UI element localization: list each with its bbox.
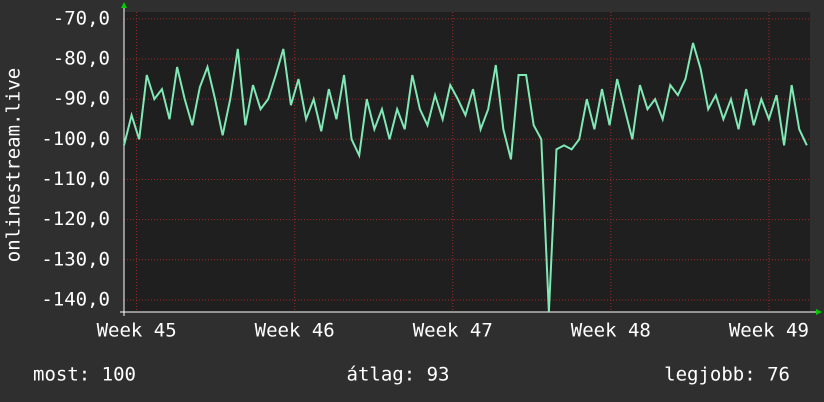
plot-area (124, 12, 810, 312)
axis-arrow (816, 309, 822, 315)
footer-current: most: 100 (33, 364, 136, 386)
x-tick-label: Week 46 (255, 320, 335, 342)
y-tick-label: -120,0 (41, 208, 110, 230)
y-tick-label: -80,0 (53, 47, 110, 69)
y-tick-label: -90,0 (53, 88, 110, 110)
y-tick-label: -100,0 (41, 128, 110, 150)
x-tick-label: Week 47 (413, 320, 493, 342)
y-tick-label: -130,0 (41, 248, 110, 270)
y-tick-label: -110,0 (41, 168, 110, 190)
footer-average: átlag: 93 (347, 364, 450, 386)
x-tick-label: Week 49 (729, 320, 809, 342)
x-tick-label: Week 48 (571, 320, 651, 342)
footer-best: legjobb: 76 (664, 364, 790, 386)
axis-arrow (121, 2, 127, 8)
line (123, 42, 808, 313)
y-tick-label: -70,0 (53, 7, 110, 29)
y-tick-label: -140,0 (41, 288, 110, 310)
y-axis-label: onlinestream.live (3, 68, 25, 262)
x-tick-label: Week 45 (97, 320, 177, 342)
